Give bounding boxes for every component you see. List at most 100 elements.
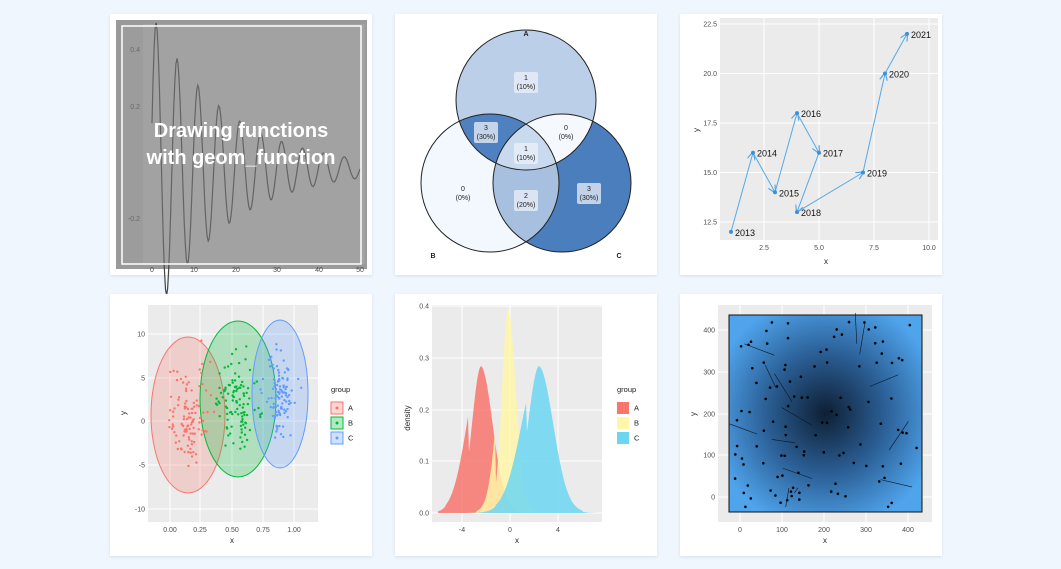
- scatter-point: [178, 440, 181, 443]
- scatter-point: [246, 387, 250, 390]
- scatter-point: [223, 388, 226, 392]
- scatter-point: [187, 438, 191, 441]
- scatter-point: [177, 398, 180, 401]
- scatter-point: [191, 432, 195, 435]
- seed-point: [879, 422, 883, 426]
- region-label-bg: [577, 183, 601, 204]
- seed-point: [867, 328, 870, 331]
- seed-point: [890, 361, 894, 365]
- x-tick-label: 4: [556, 527, 560, 534]
- scatter-point: [274, 406, 278, 409]
- scatter-point: [280, 395, 283, 398]
- seed-point: [852, 461, 856, 465]
- scatter-point: [284, 388, 287, 391]
- point-label: 2021: [911, 30, 931, 40]
- scatter-point: [172, 410, 175, 413]
- arrow: [796, 112, 819, 153]
- seed-point: [762, 461, 765, 465]
- legend-label: A: [348, 404, 353, 413]
- seed-point: [797, 471, 800, 475]
- scatter-point: [193, 432, 196, 435]
- scatter-point: [179, 447, 183, 450]
- gallery-card[interactable]: 0.4 0.3 0.2 0.1 0.0 -4 0 4 x density group ABC: [395, 294, 657, 556]
- scatter-point: [284, 410, 288, 413]
- point: [817, 150, 821, 155]
- seed-point: [799, 375, 803, 379]
- scatter-point: [224, 444, 227, 447]
- scatter-point: [212, 410, 216, 414]
- scatter-point: [192, 426, 195, 430]
- scatter-point: [238, 404, 241, 407]
- scatter-point: [297, 377, 300, 381]
- scatter-point: [223, 366, 226, 369]
- gallery-card[interactable]: 12.5 15.0 17.5 20.0 22.5 2.5 5.0 7.5 10.0 x y 2013 2…: [680, 14, 942, 275]
- y-tick-label: 5: [141, 376, 145, 383]
- seed-point: [819, 350, 822, 354]
- x-tick-label: 200: [818, 527, 830, 534]
- region-share: (30%): [580, 195, 599, 202]
- scatter-point: [201, 429, 204, 432]
- scatter-point: [286, 395, 289, 399]
- legend-label: A: [634, 404, 639, 413]
- region-count: 0: [564, 125, 568, 132]
- scatter-point: [248, 397, 251, 400]
- scatter-point: [243, 445, 246, 448]
- y-tick-label: 0.4: [130, 47, 140, 54]
- scatter-point: [278, 392, 281, 395]
- seed-point: [734, 453, 737, 456]
- scatter-point: [284, 394, 288, 397]
- seed-point: [908, 323, 912, 327]
- scatter-point: [224, 399, 228, 402]
- scatter-point: [283, 408, 286, 411]
- scatter-point: [209, 360, 212, 364]
- seed-point: [844, 495, 847, 498]
- voronoi-edge: [848, 407, 851, 410]
- y-axis-label: density: [403, 405, 412, 430]
- scatter-point: [190, 440, 193, 443]
- seed-point: [865, 464, 868, 468]
- region-label-bg: [474, 122, 498, 143]
- scatter-point: [272, 367, 275, 370]
- y-axis-label: y: [692, 128, 701, 132]
- seed-point: [791, 486, 795, 490]
- gallery-card[interactable]: 400 300 200 100 0 0 100 200 300 400 x y: [680, 294, 942, 556]
- seed-point: [749, 340, 753, 344]
- scatter-point: [285, 400, 288, 403]
- point: [751, 150, 755, 155]
- scatter-point: [219, 391, 223, 395]
- seed-point: [807, 484, 810, 487]
- scatter-point: [260, 412, 263, 415]
- seed-point: [762, 429, 766, 433]
- gallery-card[interactable]: 10 5 0 -5 -10 0.00 0.25 0.50 0.75 1.00 x y group ABC: [110, 294, 372, 556]
- scatter-point: [190, 423, 193, 426]
- seed-point: [832, 335, 836, 339]
- point-label: 2020: [889, 70, 909, 80]
- scatter-point: [272, 405, 276, 409]
- seed-point: [901, 431, 904, 434]
- seed-point: [798, 491, 801, 495]
- seed-point: [825, 348, 828, 351]
- x-axis-label: x: [823, 536, 827, 545]
- scatter-point: [255, 380, 258, 383]
- point-label: 2014: [757, 149, 777, 159]
- scatter-point: [279, 433, 283, 436]
- x-tick-label: 1.00: [287, 527, 301, 534]
- x-tick-label: 10: [190, 267, 198, 274]
- scatter-point: [186, 407, 190, 411]
- y-tick-label: 0.0: [419, 511, 429, 518]
- x-tick-label: 0: [738, 527, 742, 534]
- gallery-card[interactable]: 0.4 0.2 -0.2 0 10 20 30 40 50 Drawing functions wi…: [110, 14, 372, 296]
- voronoi-edge: [859, 321, 866, 355]
- legend-dot: [335, 406, 339, 410]
- scatter-point: [176, 370, 179, 373]
- scatter-point: [230, 362, 233, 366]
- seed-point: [748, 410, 751, 414]
- gallery-card[interactable]: A B C 1 (10%) 3 (30%) 0 (0%) 1 (10%) 0 (0%) 2 (20%) 3 (3…: [395, 14, 657, 275]
- scatter-point: [231, 412, 234, 416]
- seed-point: [825, 361, 829, 364]
- scatter-point: [235, 401, 238, 404]
- scatter-point: [286, 407, 289, 411]
- scatter-point: [242, 423, 245, 426]
- legend-dot: [335, 436, 339, 440]
- seed-point: [800, 396, 804, 399]
